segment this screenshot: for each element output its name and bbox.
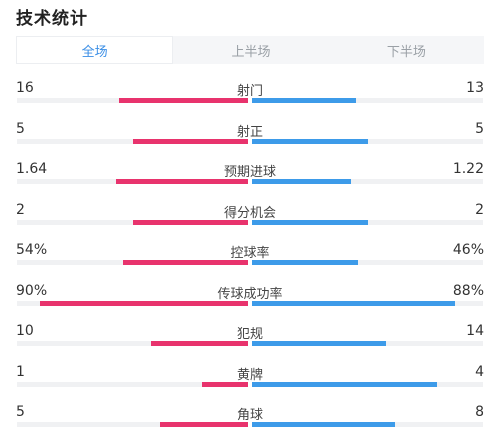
home-bar: [132, 138, 248, 144]
away-bar: [252, 179, 352, 184]
away-bar: [252, 341, 386, 346]
stat-row: 5 射正 5: [16, 111, 484, 152]
home-bar: [116, 179, 248, 184]
away-bar: [252, 300, 456, 306]
away-value: 88%: [452, 282, 484, 299]
home-value: 5: [16, 120, 25, 137]
home-value: 16: [16, 80, 34, 96]
away-bar: [252, 422, 396, 427]
away-value: 13: [466, 80, 484, 96]
away-value: 8: [475, 404, 484, 420]
away-value: 5: [475, 120, 484, 137]
home-bar: [201, 381, 248, 387]
stat-label: 控球率: [230, 246, 270, 261]
away-bar: [252, 138, 368, 144]
away-bar-track: [252, 341, 483, 346]
home-value: 2: [16, 201, 25, 218]
period-tabs: 全场 上半场 下半场: [16, 36, 484, 64]
home-bar-track: [17, 138, 248, 144]
home-bar: [118, 98, 248, 103]
stat-label: 射正: [236, 124, 263, 140]
away-bar-track: [252, 179, 483, 184]
home-value: 10: [16, 323, 34, 339]
away-bar-track: [252, 98, 483, 103]
away-value: 14: [466, 323, 484, 339]
tab-full-match[interactable]: 全场: [16, 36, 174, 64]
home-bar-track: [17, 219, 248, 225]
away-value: 4: [475, 363, 484, 380]
away-bar: [252, 98, 356, 103]
page-title: 技术统计: [16, 9, 88, 29]
stat-label: 得分机会: [223, 205, 276, 221]
away-bar-track: [252, 422, 483, 427]
away-bar: [252, 381, 437, 387]
home-bar-track: [17, 98, 248, 103]
home-bar-track: [17, 300, 248, 306]
away-bar-track: [252, 300, 483, 306]
home-bar-track: [17, 260, 248, 265]
stat-row: 1 黄牌 4: [16, 354, 484, 395]
stat-label: 传球成功率: [217, 286, 283, 302]
stats-list: 16 射门 13 5 射正 5 1.64 预期进球 1.22 2 得分机会 2 54% 控球率 46% 90%…: [16, 70, 484, 435]
tab-second-half[interactable]: 下半场: [386, 44, 426, 60]
home-bar-track: [17, 422, 248, 427]
stat-row: 5 角球 8: [16, 394, 484, 435]
home-bar: [160, 422, 248, 427]
away-bar-track: [252, 138, 483, 144]
home-bar-track: [17, 381, 248, 387]
home-bar: [40, 300, 248, 306]
home-bar-track: [17, 179, 248, 184]
tab-first-half[interactable]: 上半场: [231, 44, 271, 60]
home-value: 5: [16, 404, 25, 420]
stat-row: 1.64 预期进球 1.22: [16, 151, 484, 192]
stat-label: 角球: [236, 408, 263, 423]
stat-label: 黄牌: [236, 367, 263, 383]
stat-row: 2 得分机会 2: [16, 192, 484, 233]
away-value: 46%: [452, 242, 484, 258]
stat-row: 90% 传球成功率 88%: [16, 273, 484, 314]
stat-row: 16 射门 13: [16, 70, 484, 111]
home-bar-track: [17, 341, 248, 346]
stat-row: 54% 控球率 46%: [16, 232, 484, 273]
home-bar: [132, 219, 248, 225]
stat-label: 犯规: [236, 327, 263, 342]
home-bar: [123, 260, 248, 265]
home-value: 90%: [16, 282, 48, 299]
stat-label: 预期进球: [223, 165, 276, 180]
home-value: 54%: [16, 242, 48, 258]
away-bar-track: [252, 381, 483, 387]
away-bar-track: [252, 260, 483, 265]
away-bar: [252, 260, 359, 265]
home-value: 1.64: [16, 161, 48, 177]
stat-label: 射门: [236, 84, 263, 99]
away-bar: [252, 219, 368, 225]
home-bar: [150, 341, 248, 346]
stat-row: 10 犯规 14: [16, 313, 484, 354]
away-value: 1.22: [452, 161, 484, 177]
home-value: 1: [16, 363, 25, 380]
away-value: 2: [475, 201, 484, 218]
away-bar-track: [252, 219, 483, 225]
